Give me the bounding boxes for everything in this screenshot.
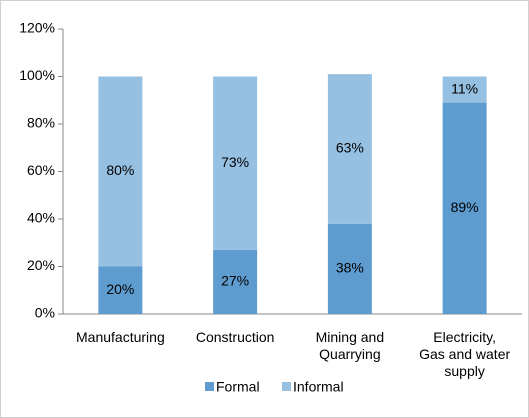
bar-segment <box>442 76 487 103</box>
y-tick-label: 0% <box>35 305 55 321</box>
y-tick-label: 60% <box>27 162 55 178</box>
data-label: 73% <box>221 154 249 170</box>
y-tick-label: 20% <box>27 257 55 273</box>
y-tick-label: 40% <box>27 210 55 226</box>
data-label: 11% <box>451 80 478 96</box>
bar-segment <box>213 76 258 250</box>
bar-segment <box>327 223 372 314</box>
y-tick-label: 100% <box>19 67 55 83</box>
bar-segment <box>98 76 143 267</box>
data-label: 89% <box>451 199 479 215</box>
y-tick-label: 120% <box>19 20 55 36</box>
bar-segment <box>327 74 372 224</box>
data-label: 80% <box>106 162 134 178</box>
x-tick-label: Manufacturing <box>76 329 165 345</box>
legend-swatch <box>205 382 214 391</box>
bar-segment <box>98 266 143 314</box>
bar-segment <box>213 249 258 314</box>
x-tick-label: Mining and Quarrying <box>316 329 385 362</box>
bar-segment <box>442 102 487 314</box>
legend-label: Formal <box>216 379 260 395</box>
legend-swatch <box>282 382 291 391</box>
x-tick-label: Electricity, Gas and water supply <box>419 329 510 379</box>
data-label: 38% <box>336 260 364 276</box>
data-label: 20% <box>106 281 134 297</box>
data-label: 63% <box>336 140 364 156</box>
y-tick-label: 80% <box>27 115 55 131</box>
legend-label: Informal <box>293 379 344 395</box>
x-tick-label: Construction <box>196 329 275 345</box>
data-label: 27% <box>221 273 249 289</box>
